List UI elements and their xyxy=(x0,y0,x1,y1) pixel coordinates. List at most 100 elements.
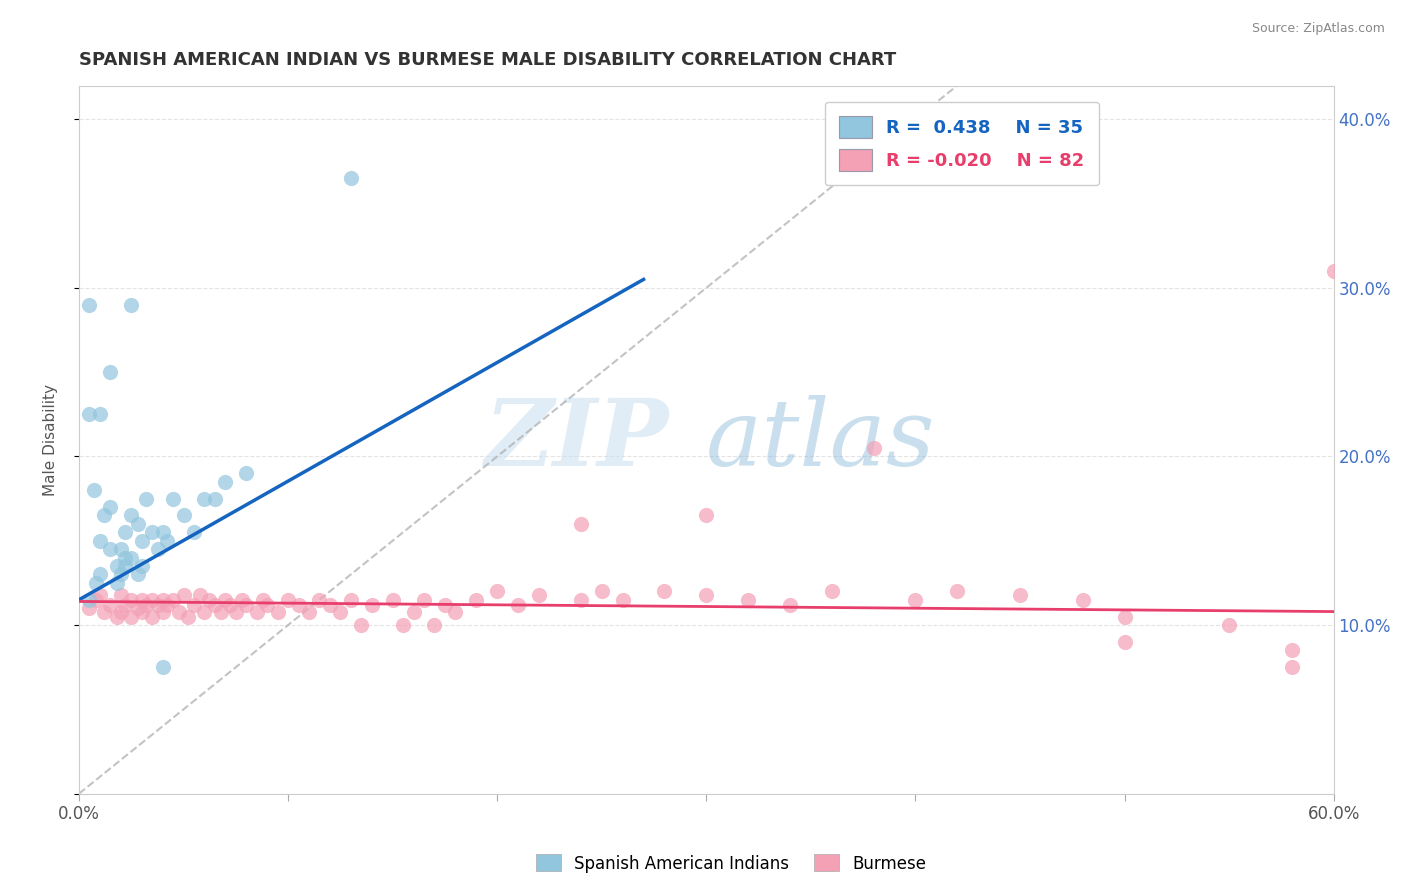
Point xyxy=(98,365,121,379)
Point xyxy=(277,592,299,607)
Point xyxy=(93,605,115,619)
Point xyxy=(423,618,446,632)
Y-axis label: Male Disability: Male Disability xyxy=(44,384,58,496)
Point xyxy=(131,533,153,548)
Point xyxy=(235,467,257,481)
Point xyxy=(319,598,342,612)
Point xyxy=(1008,588,1031,602)
Text: ZIP: ZIP xyxy=(485,394,669,484)
Point xyxy=(141,525,163,540)
Legend: Spanish American Indians, Burmese: Spanish American Indians, Burmese xyxy=(529,847,934,880)
Point xyxy=(654,584,676,599)
Point xyxy=(89,533,111,548)
Point xyxy=(402,605,425,619)
Point xyxy=(127,567,149,582)
Point xyxy=(105,575,128,590)
Point xyxy=(114,525,136,540)
Point xyxy=(152,660,174,674)
Point xyxy=(188,588,211,602)
Point xyxy=(465,592,488,607)
Point xyxy=(110,567,132,582)
Point xyxy=(127,516,149,531)
Point xyxy=(392,618,415,632)
Point xyxy=(79,601,101,615)
Point xyxy=(156,533,179,548)
Point xyxy=(433,598,456,612)
Point xyxy=(381,592,404,607)
Point xyxy=(340,171,363,186)
Point xyxy=(89,407,111,421)
Point xyxy=(1323,264,1346,278)
Point xyxy=(141,609,163,624)
Point xyxy=(193,491,215,506)
Point xyxy=(131,592,153,607)
Point xyxy=(127,601,149,615)
Point xyxy=(821,584,844,599)
Point xyxy=(135,491,157,506)
Point xyxy=(1281,660,1303,674)
Point xyxy=(204,598,226,612)
Point xyxy=(413,592,436,607)
Point xyxy=(340,592,363,607)
Point xyxy=(779,598,801,612)
Point xyxy=(444,605,467,619)
Point xyxy=(98,598,121,612)
Point xyxy=(120,609,142,624)
Point xyxy=(89,588,111,602)
Point xyxy=(114,598,136,612)
Point xyxy=(360,598,382,612)
Point xyxy=(246,605,269,619)
Point xyxy=(569,516,592,531)
Point xyxy=(904,592,927,607)
Point xyxy=(105,609,128,624)
Point xyxy=(131,559,153,574)
Point xyxy=(1114,635,1136,649)
Point xyxy=(486,584,509,599)
Point xyxy=(329,605,352,619)
Point xyxy=(84,592,107,607)
Point xyxy=(148,542,170,557)
Point xyxy=(231,592,253,607)
Point xyxy=(591,584,613,599)
Point xyxy=(110,605,132,619)
Point xyxy=(1281,643,1303,657)
Point xyxy=(1218,618,1240,632)
Text: Source: ZipAtlas.com: Source: ZipAtlas.com xyxy=(1251,22,1385,36)
Point xyxy=(148,598,170,612)
Point xyxy=(173,508,195,523)
Point xyxy=(110,542,132,557)
Point xyxy=(193,605,215,619)
Point xyxy=(114,550,136,565)
Point xyxy=(1114,609,1136,624)
Point xyxy=(218,598,240,612)
Point xyxy=(120,508,142,523)
Point xyxy=(98,500,121,514)
Point xyxy=(93,508,115,523)
Point xyxy=(235,598,257,612)
Point xyxy=(197,592,219,607)
Point xyxy=(862,441,884,455)
Point xyxy=(152,592,174,607)
Point xyxy=(183,598,205,612)
Point xyxy=(183,525,205,540)
Point xyxy=(110,588,132,602)
Point xyxy=(612,592,634,607)
Point xyxy=(173,588,195,602)
Point xyxy=(105,559,128,574)
Point xyxy=(695,508,717,523)
Point xyxy=(252,592,274,607)
Point xyxy=(135,598,157,612)
Point xyxy=(152,525,174,540)
Point xyxy=(79,298,101,312)
Point xyxy=(162,592,184,607)
Point xyxy=(141,592,163,607)
Point xyxy=(156,598,179,612)
Point xyxy=(214,475,236,489)
Point xyxy=(214,592,236,607)
Point xyxy=(120,550,142,565)
Point xyxy=(737,592,759,607)
Point xyxy=(120,298,142,312)
Point xyxy=(225,605,247,619)
Point xyxy=(287,598,309,612)
Point xyxy=(308,592,330,607)
